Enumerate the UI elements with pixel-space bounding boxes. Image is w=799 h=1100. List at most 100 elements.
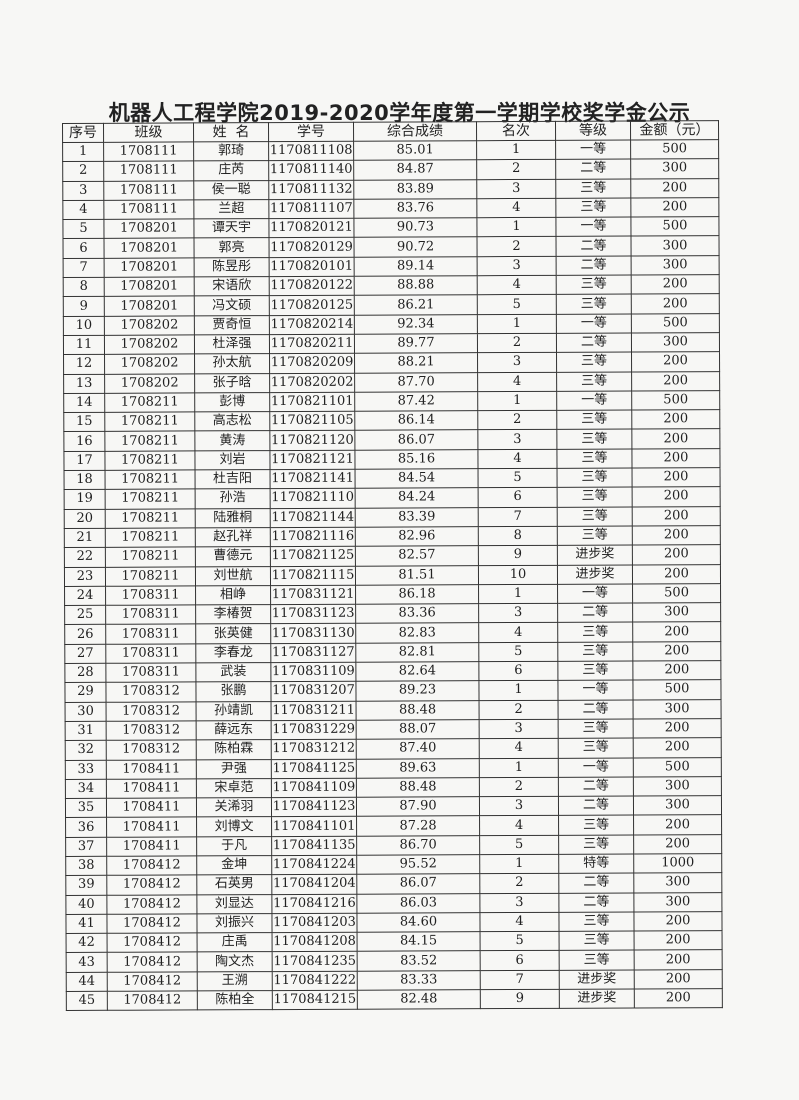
cell-class: 1708211 bbox=[104, 431, 195, 452]
cell-grade: 一等 bbox=[557, 583, 633, 604]
cell-rank: 4 bbox=[479, 912, 560, 932]
cell-amount: 200 bbox=[633, 718, 722, 739]
cell-name: 庄芮 bbox=[193, 160, 269, 181]
cell-student-id: 1170841235 bbox=[272, 951, 358, 972]
cell-score: 86.70 bbox=[356, 835, 480, 856]
cell-grade: 三等 bbox=[559, 931, 635, 951]
cell-student-id: 1170821105 bbox=[269, 411, 355, 432]
cell-student-id: 1170831212 bbox=[271, 739, 357, 760]
cell-amount: 300 bbox=[633, 892, 722, 912]
cell-index: 24 bbox=[64, 586, 106, 606]
cell-rank: 1 bbox=[478, 680, 559, 701]
cell-name: 陈昱彤 bbox=[194, 257, 270, 278]
cell-amount: 200 bbox=[634, 988, 723, 1009]
cell-index: 36 bbox=[65, 817, 107, 838]
cell-score: 84.87 bbox=[353, 159, 477, 180]
cell-score: 87.90 bbox=[356, 796, 480, 817]
cell-index: 42 bbox=[66, 933, 108, 953]
cell-rank: 1 bbox=[479, 757, 559, 778]
cell-class: 1708412 bbox=[107, 990, 198, 1011]
cell-score: 89.23 bbox=[355, 680, 480, 701]
cell-score: 85.16 bbox=[354, 449, 479, 470]
cell-grade: 三等 bbox=[558, 911, 635, 932]
cell-score: 83.89 bbox=[353, 179, 477, 200]
cell-index: 6 bbox=[63, 238, 105, 259]
cell-class: 1708211 bbox=[105, 508, 196, 529]
cell-class: 1708202 bbox=[104, 334, 195, 355]
cell-name: 石英男 bbox=[196, 874, 272, 895]
cell-grade: 一等 bbox=[557, 680, 634, 700]
cell-grade: 三等 bbox=[558, 718, 634, 739]
cell-class: 1708211 bbox=[105, 566, 196, 587]
cell-score: 95.52 bbox=[356, 854, 480, 875]
cell-amount: 200 bbox=[633, 911, 723, 932]
scholarship-table: 序号 班级 姓 名 学号 综合成绩 名次 等级 金额（元） 1 1708111 郭琦… bbox=[62, 120, 723, 1011]
cell-amount: 300 bbox=[630, 158, 719, 179]
cell-name: 李春龙 bbox=[195, 643, 271, 663]
cell-name: 高志松 bbox=[194, 411, 270, 432]
cell-grade: 三等 bbox=[557, 525, 633, 546]
cell-score: 88.88 bbox=[354, 275, 478, 296]
cell-amount: 200 bbox=[632, 564, 721, 584]
cell-class: 1708202 bbox=[104, 354, 195, 374]
cell-rank: 4 bbox=[479, 738, 559, 759]
col-header-student-id: 学号 bbox=[268, 122, 354, 142]
col-header-index: 序号 bbox=[62, 123, 104, 143]
cell-rank: 5 bbox=[477, 294, 557, 315]
cell-amount: 200 bbox=[632, 544, 721, 565]
cell-grade: 二等 bbox=[557, 603, 633, 623]
cell-score: 87.40 bbox=[356, 738, 480, 759]
cell-class: 1708211 bbox=[105, 469, 196, 490]
cell-index: 20 bbox=[64, 508, 106, 529]
cell-grade: 三等 bbox=[556, 275, 632, 295]
cell-student-id: 1170831121 bbox=[270, 585, 356, 605]
cell-score: 83.52 bbox=[357, 951, 481, 971]
cell-index: 37 bbox=[65, 836, 107, 857]
cell-class: 1708411 bbox=[106, 817, 197, 837]
cell-rank: 7 bbox=[478, 506, 558, 527]
cell-class: 1708201 bbox=[103, 219, 195, 239]
cell-name: 薛远东 bbox=[196, 720, 272, 741]
cell-grade: 三等 bbox=[556, 371, 632, 392]
cell-index: 11 bbox=[63, 335, 105, 355]
cell-name: 谭天宇 bbox=[193, 218, 270, 239]
cell-student-id: 1170841203 bbox=[271, 913, 358, 933]
cell-amount: 200 bbox=[633, 834, 722, 854]
cell-student-id: 1170821120 bbox=[269, 430, 355, 451]
cell-name: 关浠羽 bbox=[196, 797, 272, 818]
cell-score: 90.72 bbox=[354, 237, 478, 258]
cell-index: 43 bbox=[66, 952, 108, 973]
cell-student-id: 1170841125 bbox=[271, 758, 357, 779]
cell-student-id: 1170831109 bbox=[270, 662, 356, 682]
cell-rank: 2 bbox=[476, 159, 556, 180]
cell-name: 金坤 bbox=[196, 855, 272, 876]
cell-grade: 一等 bbox=[555, 217, 632, 237]
cell-amount: 300 bbox=[632, 602, 721, 623]
cell-score: 86.21 bbox=[354, 295, 478, 315]
cell-index: 1 bbox=[62, 142, 104, 162]
cell-score: 82.57 bbox=[355, 545, 479, 566]
cell-amount: 500 bbox=[632, 583, 721, 604]
cell-class: 1708111 bbox=[103, 161, 194, 181]
cell-class: 1708412 bbox=[107, 933, 198, 953]
cell-student-id: 1170821115 bbox=[270, 565, 356, 586]
cell-grade: 三等 bbox=[559, 950, 635, 971]
cell-amount: 200 bbox=[631, 409, 720, 430]
cell-student-id: 1170820202 bbox=[269, 372, 355, 393]
cell-grade: 特等 bbox=[558, 853, 634, 874]
cell-rank: 1 bbox=[479, 854, 559, 874]
cell-amount: 200 bbox=[631, 351, 720, 372]
cell-amount: 300 bbox=[631, 332, 720, 353]
cell-grade: 进步奖 bbox=[559, 989, 635, 1009]
col-header-rank: 名次 bbox=[476, 121, 556, 141]
cell-grade: 一等 bbox=[556, 313, 632, 334]
cell-amount: 500 bbox=[633, 757, 722, 777]
cell-index: 14 bbox=[63, 393, 105, 413]
cell-class: 1708211 bbox=[105, 527, 196, 548]
cell-amount: 200 bbox=[632, 641, 721, 662]
cell-class: 1708412 bbox=[107, 971, 198, 992]
cell-amount: 300 bbox=[631, 236, 720, 256]
cell-student-id: 1170821144 bbox=[270, 507, 356, 528]
cell-rank: 4 bbox=[477, 275, 557, 296]
cell-name: 宋卓范 bbox=[196, 778, 272, 799]
